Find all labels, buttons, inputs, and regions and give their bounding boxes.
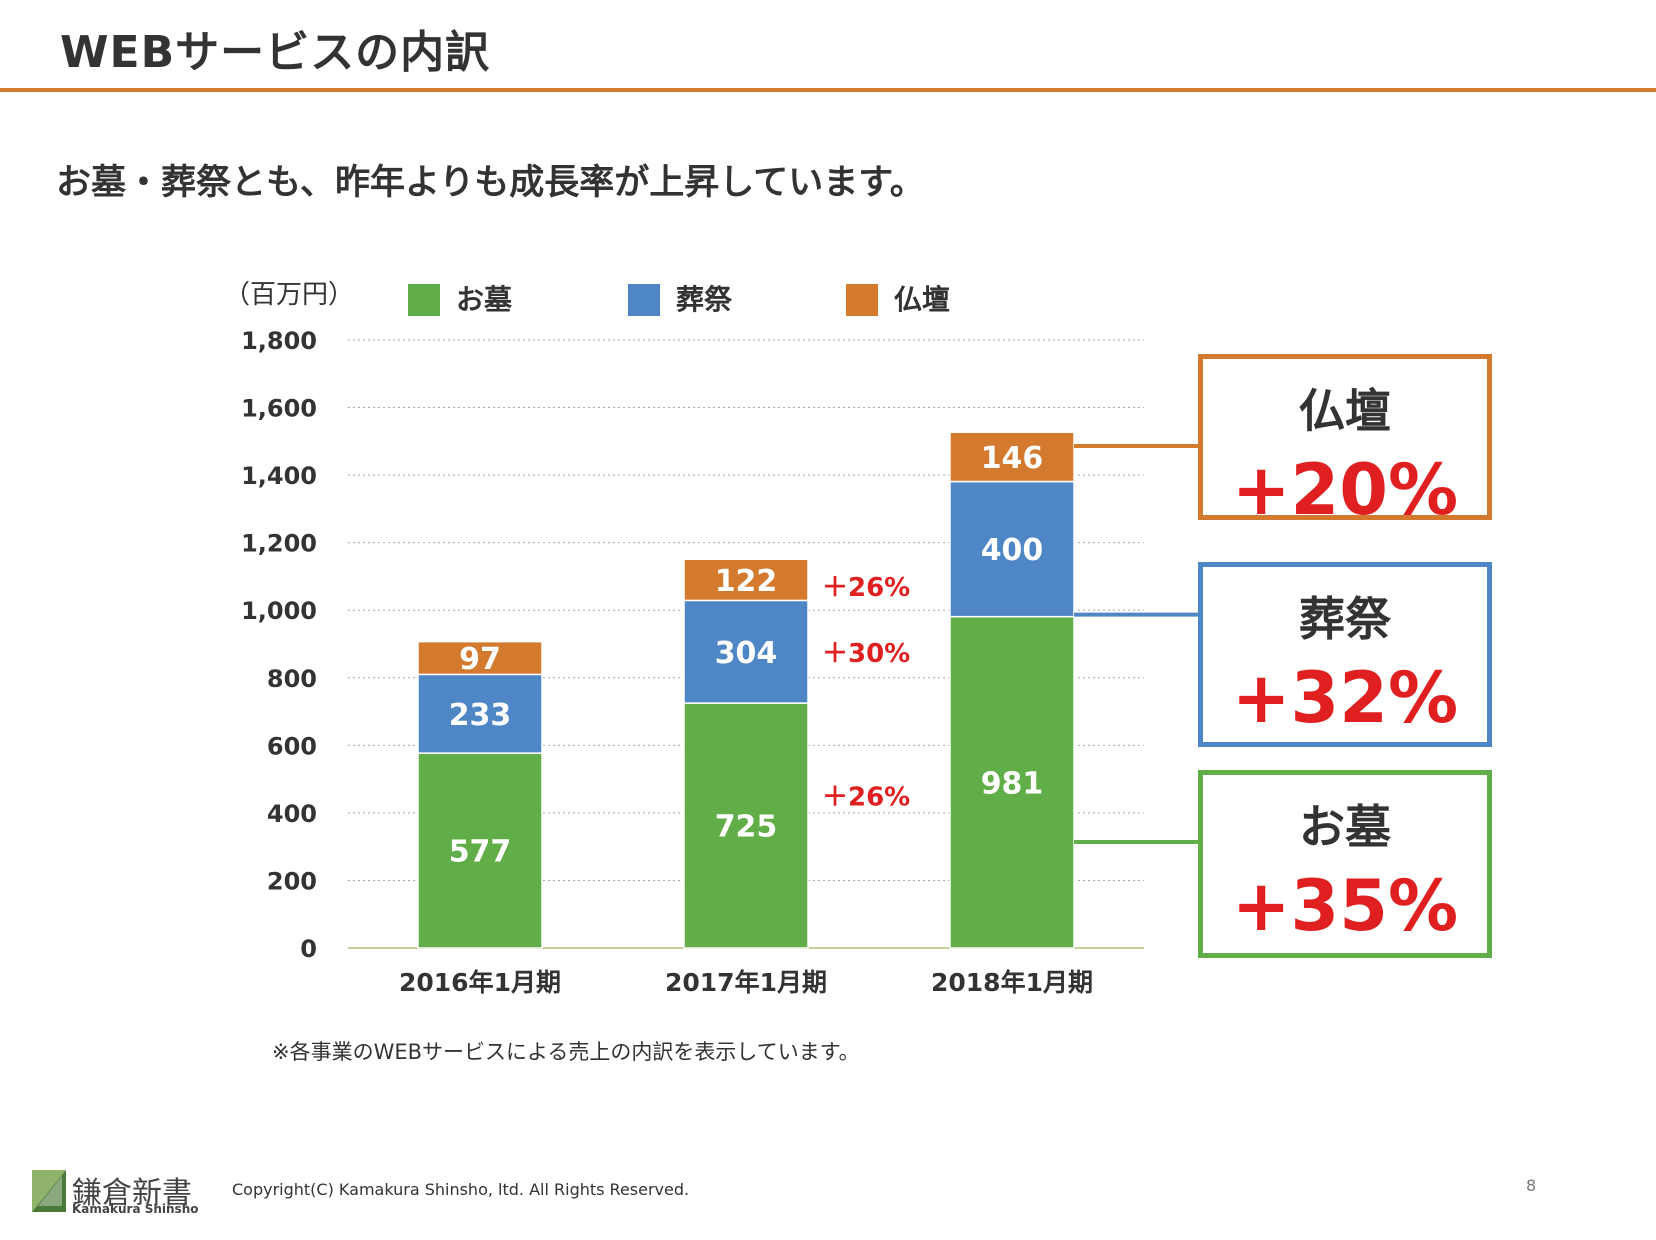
legend-swatch: [628, 284, 660, 316]
callout-sousai-value: +32%: [1231, 657, 1459, 739]
y-tick-label: 0: [300, 935, 317, 963]
legend-label: 仏壇: [894, 283, 950, 316]
bar-segment: [949, 615, 1075, 949]
bar-value-label: 981: [981, 766, 1044, 801]
x-tick-label: 2017年1月期: [665, 968, 827, 997]
callout-sousai: 葬祭 +32%: [1198, 562, 1492, 747]
y-axis-unit-label: （百万円）: [224, 280, 354, 310]
bar-value-label: 304: [715, 636, 778, 671]
y-tick-label: 1,000: [241, 597, 317, 625]
page-number: 8: [1526, 1176, 1537, 1195]
logo-name: 鎌倉新書: [72, 1176, 192, 1211]
bar-value-label: 122: [715, 564, 778, 599]
growth-label-2017: ＋26%: [822, 573, 910, 603]
y-tick-label: 600: [267, 732, 317, 760]
bar-value-label: 233: [449, 698, 512, 733]
callout-ohaka-label: お墓: [1299, 800, 1391, 854]
bar-value-label: 577: [449, 835, 512, 870]
growth-label-2017: ＋30%: [822, 639, 910, 669]
bar-segment: [683, 702, 809, 949]
y-tick-label: 400: [267, 800, 317, 828]
legend-label: お墓: [456, 283, 513, 316]
bar-value-label: 97: [459, 642, 501, 677]
bar-segment: [683, 558, 809, 602]
x-tick-label: 2018年1月期: [931, 968, 1093, 997]
bar-segment: [417, 752, 543, 949]
bar-segment: [683, 599, 809, 704]
y-tick-label: 1,600: [241, 395, 317, 423]
callout-ohaka-value: +35%: [1231, 865, 1459, 947]
footnote: ※各事業のWEBサービスによる売上の内訳を表示しています。: [272, 1040, 860, 1064]
page-subtitle: お墓・葬祭とも、昨年よりも成長率が上昇しています。: [56, 163, 925, 203]
company-logo: 鎌倉新書 Kamakura Shinsho: [32, 1168, 202, 1218]
y-tick-label: 1,800: [241, 327, 317, 355]
logo-subtitle: Kamakura Shinsho: [72, 1202, 199, 1216]
callout-butsudan-label: 仏壇: [1299, 384, 1391, 438]
legend-swatch: [846, 284, 878, 316]
legend-swatch: [408, 284, 440, 316]
page-title: WEBサービスの内訳: [60, 27, 491, 78]
bar-segment: [949, 431, 1075, 483]
bar-value-label: 725: [715, 810, 778, 845]
y-tick-label: 200: [267, 867, 317, 895]
callout-ohaka: お墓 +35%: [1198, 770, 1492, 958]
title-divider: [0, 88, 1656, 92]
x-tick-label: 2016年1月期: [399, 968, 561, 997]
growth-label-2017: ＋26%: [822, 783, 910, 813]
y-tick-label: 1,200: [241, 530, 317, 558]
y-tick-label: 800: [267, 665, 317, 693]
y-tick-label: 1,400: [241, 462, 317, 490]
bar-value-label: 400: [981, 533, 1044, 568]
logo-mark-icon: [32, 1170, 66, 1212]
legend-label: 葬祭: [676, 283, 733, 316]
callout-sousai-label: 葬祭: [1299, 592, 1391, 646]
copyright-text: Copyright(C) Kamakura Shinsho, ltd. All …: [232, 1180, 690, 1199]
bar-value-label: 146: [981, 441, 1044, 476]
bar-segment: [417, 640, 543, 676]
bar-segment: [949, 480, 1075, 618]
callout-butsudan: 仏壇 +20%: [1198, 354, 1492, 531]
callout-butsudan-value: +20%: [1231, 449, 1459, 531]
